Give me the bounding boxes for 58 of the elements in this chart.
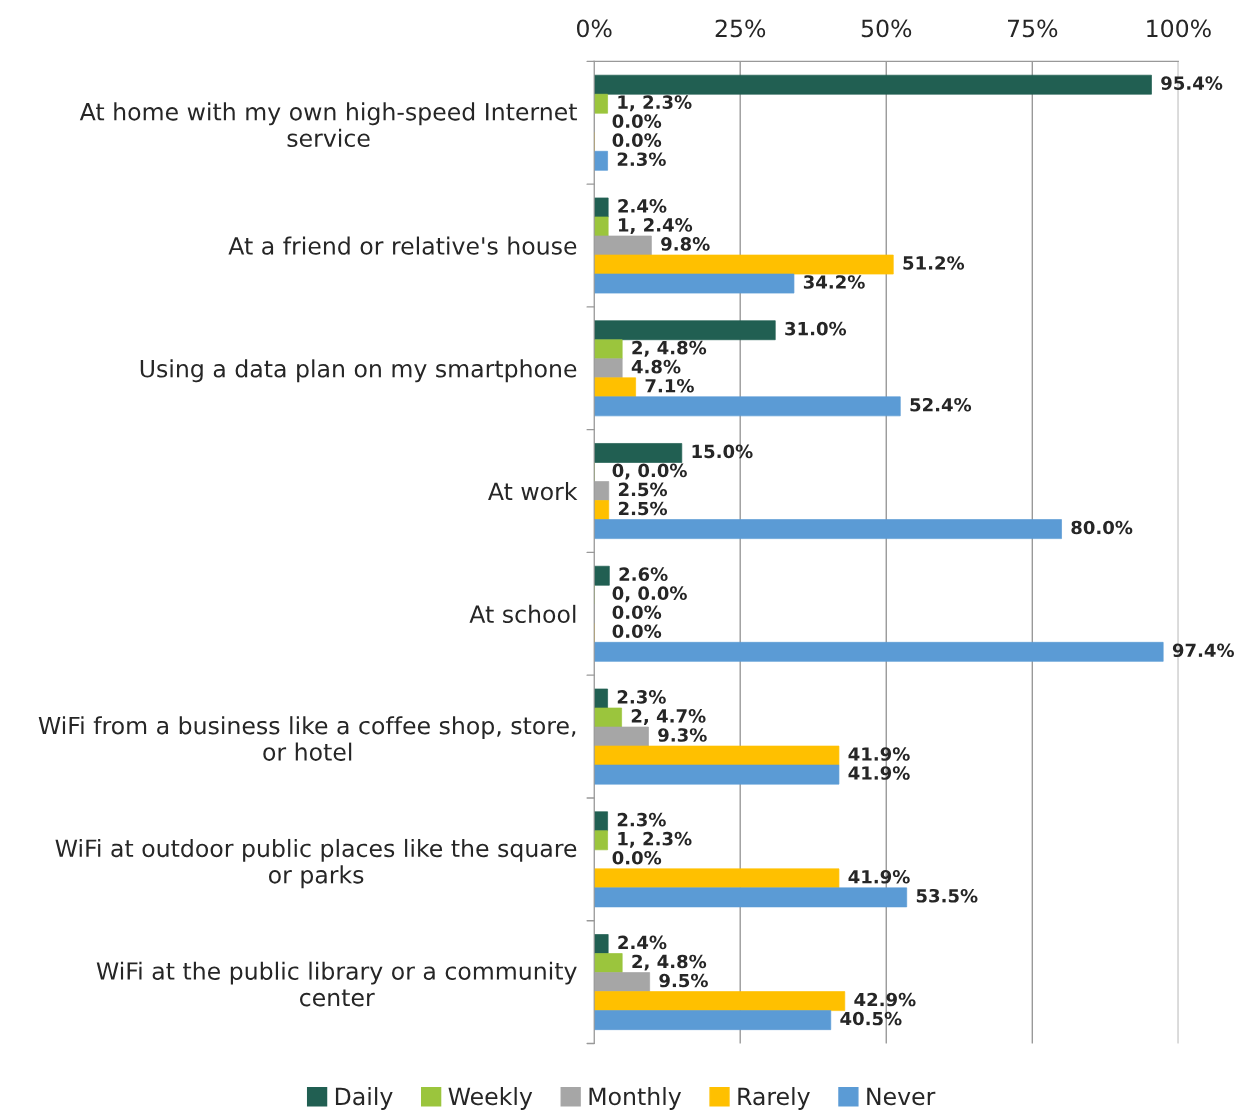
data-label: 0.0% xyxy=(612,624,662,639)
data-label: 41.9% xyxy=(848,747,910,761)
data-label: 0.0% xyxy=(612,605,662,620)
legend-label: Never xyxy=(867,1087,936,1106)
x-tick-label: 0% xyxy=(576,19,612,38)
data-label: 0, 0.0% xyxy=(612,463,687,480)
data-label: 9.5% xyxy=(659,973,708,988)
x-tick-label: 100% xyxy=(1147,19,1211,38)
legend-label: Monthly xyxy=(589,1087,682,1110)
data-label: 52.4% xyxy=(910,397,972,412)
data-label: 0.0% xyxy=(612,850,662,865)
x-tick-label: 25% xyxy=(715,19,766,38)
data-label: 41.9% xyxy=(848,766,910,780)
data-label: 7.1% xyxy=(645,378,694,393)
data-label: 0.0% xyxy=(612,133,662,148)
legend-label: Daily xyxy=(335,1087,393,1110)
x-tick-label: 50% xyxy=(861,19,912,38)
y-tick-label: At school xyxy=(469,604,576,624)
data-label: 2.5% xyxy=(618,482,668,497)
y-tick-label: WiFi from a business like a coffee shop, store, or hotel xyxy=(38,716,576,761)
y-tick-label: Using a data plan on my smartphone xyxy=(140,359,577,383)
data-label: 2.3% xyxy=(617,812,666,827)
data-label: 1, 2.3% xyxy=(618,831,692,848)
data-label: 2, 4.7% xyxy=(631,709,706,726)
data-label: 42.9% xyxy=(854,992,916,1007)
data-label: 1, 2.3% xyxy=(618,95,692,112)
data-label: 97.4% xyxy=(1172,643,1234,658)
y-tick-label: WiFi at the public library or a community center xyxy=(96,961,577,1007)
x-tick-label: 75% xyxy=(1008,19,1058,38)
data-label: 2, 4.8% xyxy=(632,340,707,357)
data-label: 31.0% xyxy=(785,321,847,336)
y-tick-label: WiFi at outdoor public places like the square or parks xyxy=(55,838,577,889)
y-tick-label: At home with my own high-speed Internet service xyxy=(79,102,577,148)
data-label: 1, 2.4% xyxy=(618,218,693,235)
legend-label: Rarely xyxy=(738,1087,810,1110)
data-label: 2.3% xyxy=(617,152,666,167)
data-label: 2.3% xyxy=(617,690,666,704)
data-label: 40.5% xyxy=(840,1011,902,1026)
data-label: 2.4% xyxy=(618,199,667,213)
legend-label: Weekly xyxy=(448,1087,533,1110)
data-label: 0.0% xyxy=(612,114,662,128)
data-label: 41.9% xyxy=(848,869,910,884)
data-label: 51.2% xyxy=(903,256,965,270)
data-label: 0, 0.0% xyxy=(612,586,687,603)
data-label: 53.5% xyxy=(916,888,978,903)
data-label: 15.0% xyxy=(692,444,753,459)
data-label: 2, 4.8% xyxy=(632,954,707,971)
y-tick-label: At a friend or relative's house xyxy=(228,236,577,255)
data-label: 34.2% xyxy=(803,275,865,289)
data-label: 2.5% xyxy=(618,501,668,516)
data-label: 80.0% xyxy=(1071,520,1133,535)
data-label: 95.4% xyxy=(1161,76,1223,90)
data-label: 4.8% xyxy=(631,359,681,374)
data-label: 9.3% xyxy=(658,728,707,742)
data-label: 2.4% xyxy=(618,935,667,950)
y-tick-label: At work xyxy=(488,482,578,501)
data-label: 2.6% xyxy=(619,567,668,581)
data-label: 9.8% xyxy=(661,237,710,251)
